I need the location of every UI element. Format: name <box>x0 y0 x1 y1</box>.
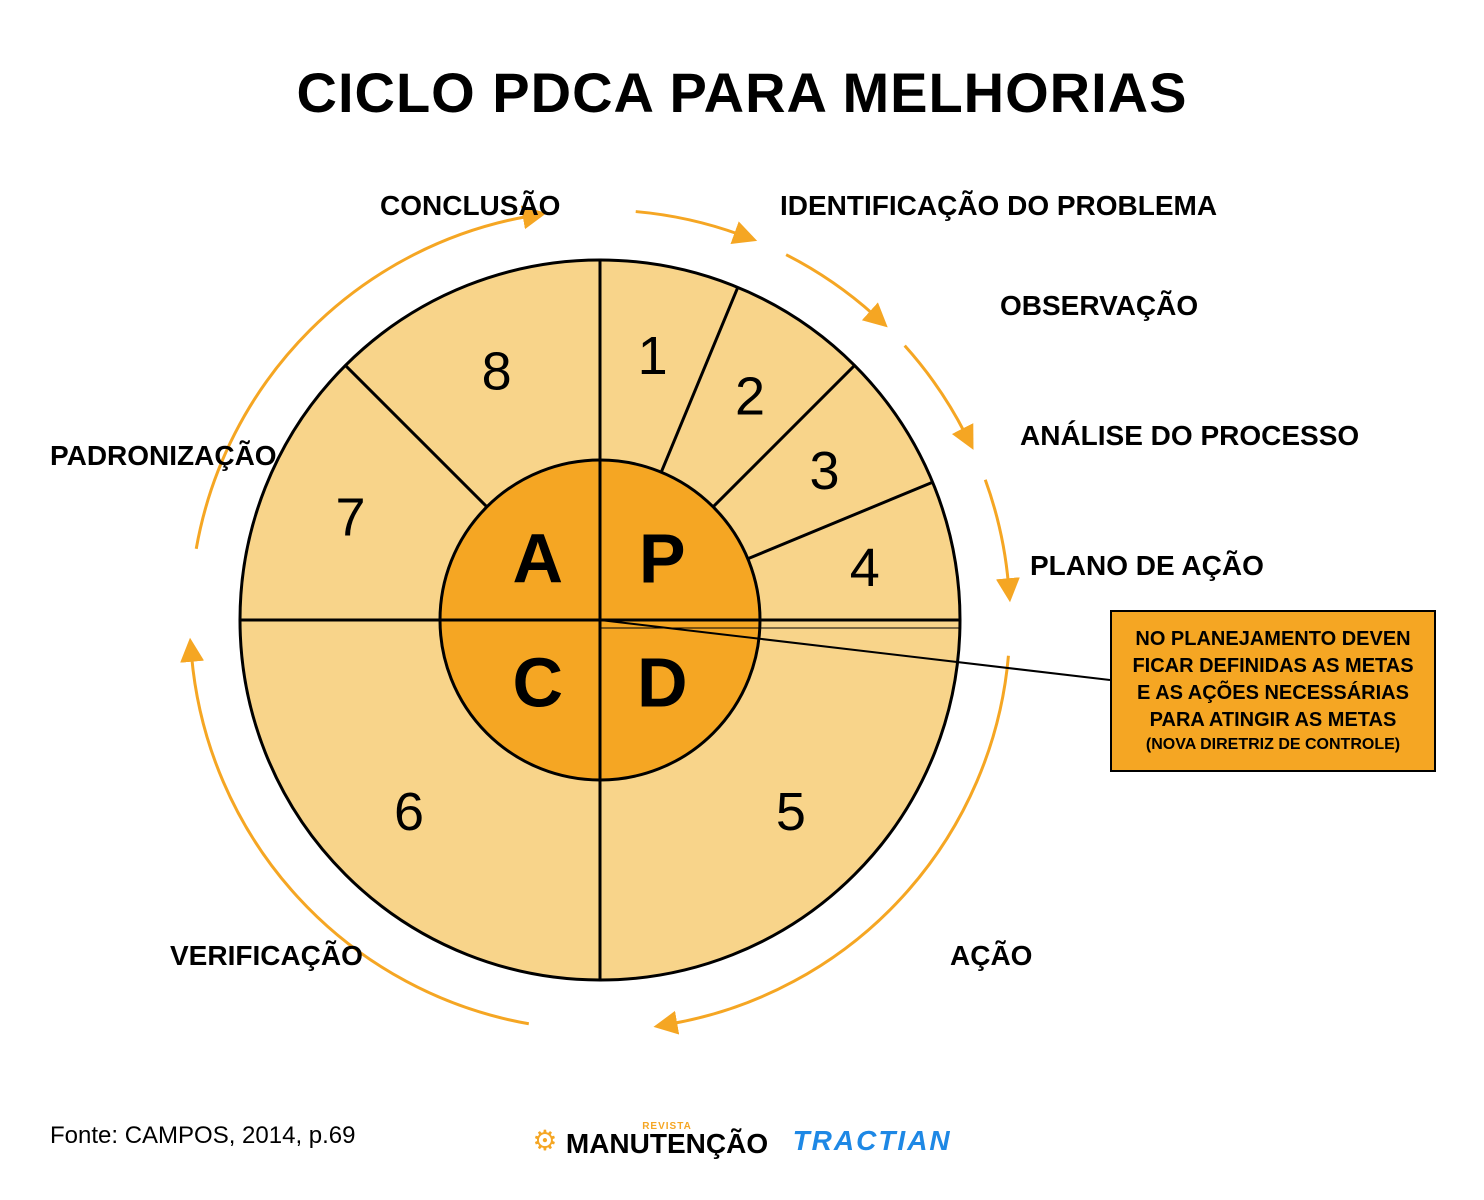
segment-label-3: ANÁLISE DO PROCESSO <box>1020 420 1359 452</box>
callout-small-line: (NOVA DIRETRIZ DE CONTROLE) <box>1128 734 1418 756</box>
logo-tractian: TRACTIAN <box>793 1125 952 1157</box>
cycle-arrow <box>786 255 874 316</box>
segment-number-4: 4 <box>850 538 880 598</box>
logo-manutencao: REVISTA MANUTENÇÃO <box>566 1121 768 1160</box>
cycle-arrow <box>905 346 966 434</box>
cycle-arrow <box>985 480 1008 584</box>
logo-manutencao-text: MANUTENÇÃO <box>566 1128 768 1159</box>
segment-label-4: PLANO DE AÇÃO <box>1030 550 1264 582</box>
segment-label-7: PADRONIZAÇÃO <box>50 440 277 472</box>
segment-label-2: OBSERVAÇÃO <box>1000 290 1198 322</box>
pdca-letter-P: P <box>639 519 686 597</box>
pdca-diagram-container: PDCA 1 234 5 6 7 8 IDENTIFICAÇÃO DO PROBLEMA OB… <box>0 150 1484 1050</box>
callout-line: FICAR DEFINIDAS AS METAS <box>1128 653 1418 680</box>
segment-number-6: 6 <box>394 782 424 842</box>
page-title: CICLO PDCA PARA MELHORIAS <box>0 60 1484 125</box>
callout-line: NO PLANEJAMENTO DEVEN <box>1128 626 1418 653</box>
segment-number-8: 8 <box>482 341 512 401</box>
segment-label-5: AÇÃO <box>950 940 1032 972</box>
segment-number-2: 2 <box>735 366 765 426</box>
callout-box: NO PLANEJAMENTO DEVENFICAR DEFINIDAS AS … <box>1110 610 1436 772</box>
callout-line: PARA ATINGIR AS METAS <box>1128 707 1418 734</box>
cycle-arrow <box>636 212 740 235</box>
segment-number-7: 7 <box>336 488 366 548</box>
segment-number-3: 3 <box>809 441 839 501</box>
pdca-letter-D: D <box>637 644 688 722</box>
segment-label-8: CONCLUSÃO <box>380 190 560 222</box>
pdca-letter-C: C <box>512 644 563 722</box>
gear-icon: ⚙ <box>532 1124 557 1157</box>
segment-label-1: IDENTIFICAÇÃO DO PROBLEMA <box>780 190 1217 222</box>
segment-number-1: 1 <box>638 326 668 386</box>
pdca-letter-A: A <box>512 519 563 597</box>
segment-number-5: 5 <box>776 782 806 842</box>
logo-footer: ⚙ REVISTA MANUTENÇÃO TRACTIAN <box>0 1121 1484 1160</box>
callout-line: E AS AÇÕES NECESSÁRIAS <box>1128 680 1418 707</box>
segment-label-6: VERIFICAÇÃO <box>170 940 363 972</box>
pdca-diagram: PDCA 1 234 5 6 7 8 <box>0 150 1484 1050</box>
